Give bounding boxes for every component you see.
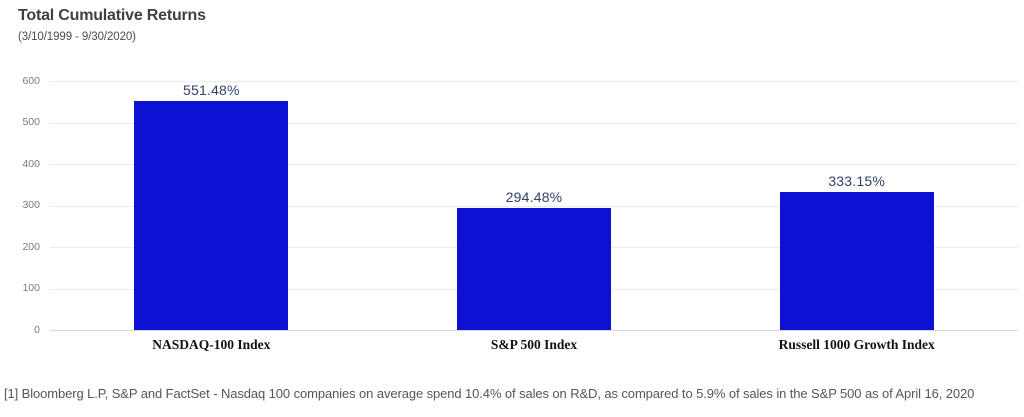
bar-value-label: 551.48%	[182, 82, 240, 99]
source-footnote: [1] Bloomberg L.P, S&P and FactSet - Nas…	[4, 386, 975, 401]
plot-area	[50, 81, 1018, 331]
bar-russell-1000-growth-index	[779, 191, 934, 330]
bar-value-label: 294.48%	[505, 188, 563, 205]
y-axis-tick-label: 400	[22, 157, 40, 170]
gridline-y-300	[50, 205, 1018, 207]
x-axis-category-label: NASDAQ-100 Index	[152, 337, 271, 352]
bar-s-p-500-index	[457, 207, 611, 330]
chart-title: Total Cumulative Returns	[18, 7, 206, 24]
chart-subtitle: (3/10/1999 - 9/30/2020)	[18, 31, 136, 43]
x-axis-category-label: Russell 1000 Growth Index	[778, 337, 935, 352]
y-axis-tick-label: 200	[22, 240, 40, 253]
y-axis-tick-label: 100	[22, 282, 40, 294]
y-axis-tick-label: 600	[22, 74, 40, 87]
gridline-y-0	[50, 330, 1018, 331]
x-axis-category-label: S&P 500 Index	[490, 337, 578, 352]
bar-nasdaq-100-index	[134, 101, 289, 330]
gridline-y-600	[50, 81, 1018, 82]
y-axis-tick-label: 0	[34, 323, 40, 336]
bar-value-label: 333.15%	[828, 172, 885, 189]
gridline-y-400	[50, 164, 1018, 165]
gridline-y-500	[50, 122, 1018, 124]
y-axis-tick-label: 300	[22, 199, 40, 211]
y-axis-tick-label: 500	[22, 116, 40, 128]
